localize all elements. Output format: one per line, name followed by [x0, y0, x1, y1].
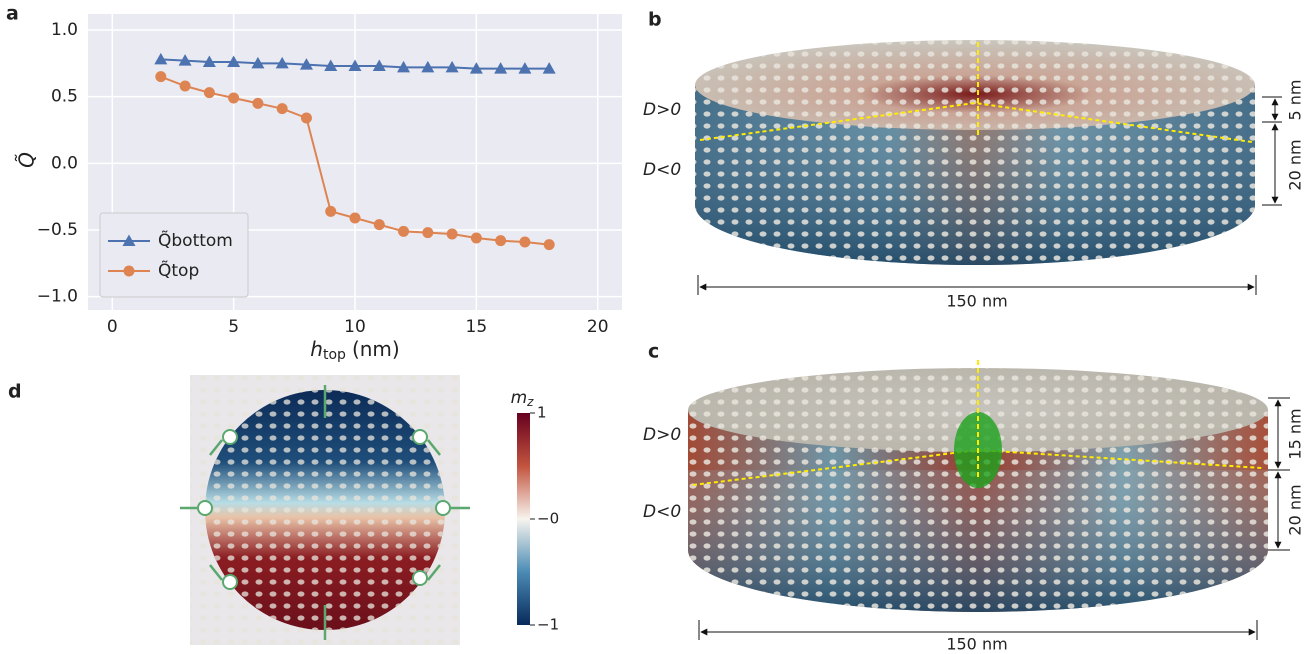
x-axis-symbol: h — [310, 337, 323, 361]
legend-label: Q̃top — [158, 260, 199, 281]
marker — [422, 227, 434, 239]
x-axis-label: htop (nm) — [310, 337, 399, 364]
panel-b: b D>0 D<0 5 nm 20 nm 150 nm — [643, 9, 1305, 311]
y-tick-label: −0.5 — [37, 220, 78, 240]
x-tick-label: 20 — [587, 317, 609, 337]
marker — [398, 225, 410, 237]
marker — [325, 205, 337, 217]
marker — [228, 92, 240, 104]
marker — [299, 58, 313, 70]
marker — [349, 212, 361, 224]
legend-box — [99, 212, 249, 298]
marker — [203, 87, 215, 99]
d-positive: D>0 — [643, 425, 681, 445]
marker — [275, 56, 289, 69]
marker — [470, 232, 482, 244]
y-tick-label: −1.0 — [37, 287, 78, 307]
y-tick-label: 0.5 — [51, 87, 78, 107]
top-thickness: 15 nm — [1286, 408, 1305, 459]
y-tick-label: 1.0 — [51, 20, 78, 40]
d-positive: D>0 — [643, 100, 681, 120]
panel-label: a — [6, 3, 19, 25]
panel-label: d — [8, 381, 22, 403]
marker — [300, 112, 312, 124]
chirality-markers — [197, 429, 451, 590]
panel-d: d mz 1 −0 −1 — [8, 375, 559, 645]
x-axis-unit: (nm) — [352, 337, 400, 361]
colorbar-tick-label: −0 — [537, 510, 559, 528]
y-tick-label: 0.0 — [51, 153, 78, 173]
marker — [446, 228, 458, 240]
panel-c: c D>0 D<0 15 nm 20 nm 150 nm — [643, 341, 1305, 654]
bottom-thickness: 20 nm — [1286, 139, 1305, 190]
marker — [122, 234, 136, 246]
marker — [276, 103, 288, 115]
d-negative: D<0 — [643, 160, 681, 180]
marker — [252, 97, 264, 109]
diameter: 150 nm — [946, 292, 1007, 311]
marker — [469, 62, 483, 74]
marker — [123, 265, 135, 277]
x-tick-label: 5 — [228, 317, 239, 337]
interface-line — [699, 101, 1253, 143]
marker — [227, 55, 241, 67]
marker — [421, 60, 435, 73]
marker — [348, 59, 362, 71]
marker — [494, 62, 508, 74]
marker — [373, 219, 385, 231]
spin-texture — [695, 85, 1255, 265]
marker — [542, 62, 556, 74]
bottom-thickness: 20 nm — [1286, 484, 1305, 535]
marker — [178, 54, 192, 66]
marker — [251, 56, 265, 69]
x-tick-label: 10 — [344, 317, 366, 337]
colorbar-tick-label: −1 — [537, 616, 559, 634]
marker — [154, 52, 168, 65]
marker — [495, 235, 507, 247]
spin-texture — [205, 390, 445, 630]
x-axis-subscript: top — [323, 347, 346, 363]
colorbar-symbol: m — [511, 388, 528, 408]
x-tick-label: 0 — [107, 317, 118, 337]
marker — [397, 60, 411, 73]
marker — [519, 236, 531, 248]
y-axis-label: Q̃ — [15, 152, 39, 168]
marker — [179, 80, 191, 92]
arrows — [180, 385, 470, 640]
panel-label: c — [648, 341, 659, 363]
marker — [202, 55, 216, 67]
marker — [155, 71, 167, 83]
colorbar-tick-label: 1 — [537, 404, 547, 422]
top-thickness: 5 nm — [1286, 80, 1305, 121]
marker — [518, 62, 532, 74]
x-tick-label: 15 — [466, 317, 488, 337]
panel-a: a Q̃ htop (nm) 1.0 0.5 0.0 −0.5 −1.0 0 5 10 15 20 Q… — [6, 3, 622, 364]
colorbar-subscript: z — [526, 395, 534, 409]
panel-label: b — [648, 9, 662, 31]
marker — [445, 60, 459, 73]
marker — [324, 59, 338, 71]
spin-texture — [688, 410, 1268, 612]
diameter: 150 nm — [946, 635, 1007, 654]
marker — [543, 239, 555, 251]
colorbar-label: mz — [511, 388, 535, 409]
colorbar-ticks: 1 −0 −1 — [530, 404, 559, 634]
d-negative: D<0 — [643, 502, 681, 522]
colorbar — [517, 413, 530, 625]
legend-label: Q̃bottom — [158, 230, 233, 251]
marker — [372, 59, 386, 71]
spin-texture — [695, 40, 1255, 130]
